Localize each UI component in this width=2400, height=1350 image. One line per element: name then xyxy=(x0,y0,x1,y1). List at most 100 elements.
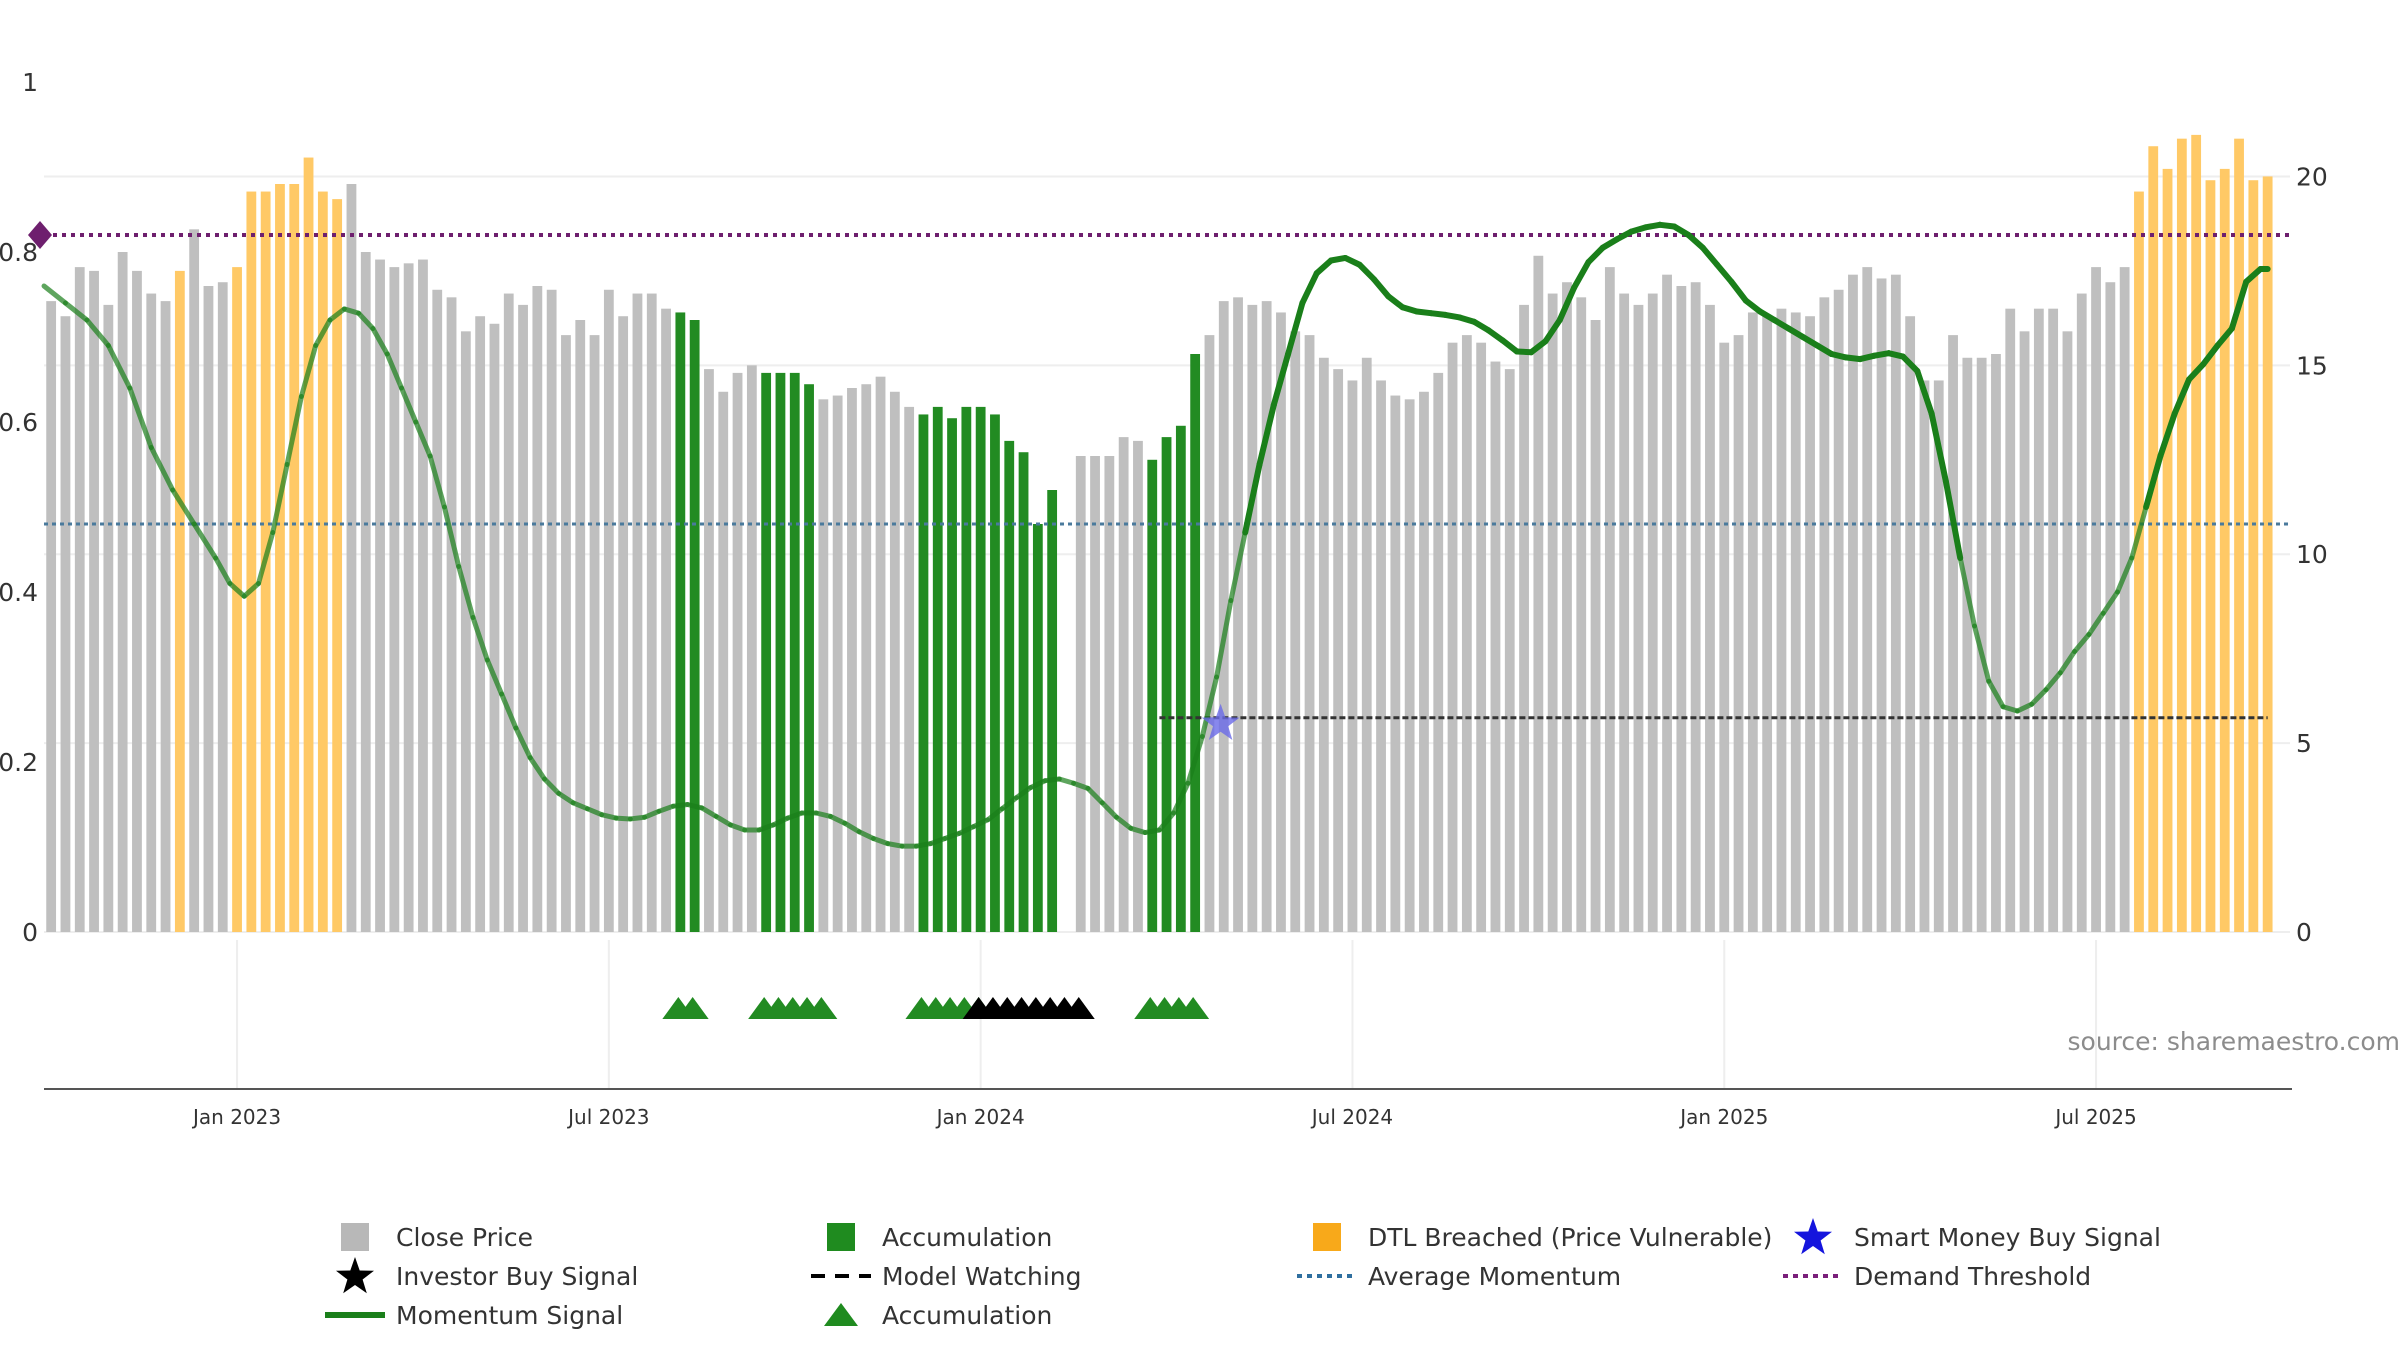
close-price-bar xyxy=(1533,255,1544,932)
dtl-breached-bar xyxy=(2162,168,2173,932)
momentum-segment xyxy=(1499,337,1520,355)
accumulation-bar xyxy=(1190,354,1201,932)
close-price-bar xyxy=(103,304,114,932)
momentum-segment xyxy=(370,326,390,357)
legend-item: Model Watching xyxy=(811,1262,1082,1291)
accumulation-bar xyxy=(932,406,943,932)
close-price-bar xyxy=(1647,293,1658,932)
close-price-bar xyxy=(1705,304,1715,932)
momentum-segment xyxy=(1085,785,1105,806)
momentum-segment xyxy=(2057,649,2078,676)
momentum-segment xyxy=(499,691,519,731)
momentum-segment xyxy=(971,817,991,830)
momentum-segment xyxy=(527,755,547,782)
momentum-segment xyxy=(1585,244,1606,266)
investor-buy-marker xyxy=(1062,997,1095,1019)
close-price-bar xyxy=(1562,282,1572,932)
close-price-bar xyxy=(1619,293,1630,932)
close-price-bar xyxy=(2005,308,2016,933)
reference-lines xyxy=(44,233,2290,720)
momentum-segment xyxy=(2029,687,2049,707)
close-price-bar xyxy=(1762,316,1773,932)
close-price-bar xyxy=(460,331,471,932)
momentum-segment xyxy=(470,615,490,663)
accumulation-bar xyxy=(990,414,1000,932)
legend-label: Close Price xyxy=(396,1223,533,1252)
momentum-segment xyxy=(1571,259,1592,291)
dtl-breached-bar xyxy=(246,191,257,933)
smart-money-buy-star xyxy=(1201,703,1240,740)
close-price-bar xyxy=(1633,304,1644,932)
momentum-segment xyxy=(1228,530,1248,603)
accumulation-bar xyxy=(761,372,772,932)
close-price-bar xyxy=(1247,304,1258,932)
momentum-segment xyxy=(456,564,476,620)
close-price-bar xyxy=(160,301,171,933)
legend-item: Momentum Signal xyxy=(325,1301,623,1330)
accumulation-bar xyxy=(1161,437,1172,932)
close-price-bar xyxy=(1790,312,1801,932)
momentum-segment xyxy=(513,725,533,761)
momentum-segment xyxy=(1714,261,1735,285)
legend-label: Investor Buy Signal xyxy=(396,1262,638,1291)
legend-label: Smart Money Buy Signal xyxy=(1854,1223,2161,1252)
close-price-bar xyxy=(2033,308,2044,933)
close-price-bar xyxy=(1304,335,1315,933)
accumulation-bar xyxy=(1018,452,1029,932)
momentum-segment xyxy=(570,800,590,812)
close-price-bar xyxy=(1805,316,1815,932)
close-price-bar xyxy=(1876,278,1887,932)
momentum-segment xyxy=(2143,453,2164,510)
momentum-segment xyxy=(1214,598,1234,680)
momentum-segment xyxy=(1156,810,1177,833)
dtl-breached-bar xyxy=(2205,180,2216,932)
accumulation-bar xyxy=(804,384,814,932)
close-price-bar xyxy=(1075,456,1086,932)
close-price-bar xyxy=(432,289,443,932)
close-price-bar xyxy=(1390,395,1401,932)
close-price-bar xyxy=(1747,312,1758,932)
legend-item: Accumulation xyxy=(824,1301,1052,1330)
legend-item: Average Momentum xyxy=(1297,1262,1621,1291)
momentum-segment xyxy=(1199,674,1220,739)
accumulation-marker xyxy=(805,997,838,1019)
dtl-breached-bar xyxy=(2176,138,2187,932)
close-price-bar xyxy=(1676,286,1687,932)
close-price-bar xyxy=(403,263,414,932)
close-price-bar xyxy=(1118,437,1129,932)
dtl-breached-bar xyxy=(275,184,285,932)
momentum-segment xyxy=(2043,670,2063,693)
close-price-bar xyxy=(60,316,71,932)
momentum-segment xyxy=(1542,317,1563,345)
close-price-bar xyxy=(117,252,128,932)
legend-swatch xyxy=(336,1257,374,1294)
momentum-segment xyxy=(1285,300,1306,357)
right-tick-label: 5 xyxy=(2296,729,2312,758)
momentum-segment xyxy=(441,504,462,569)
momentum-segment xyxy=(356,310,376,331)
dtl-breached-bar xyxy=(2262,176,2273,932)
close-price-bar xyxy=(2062,331,2073,932)
momentum-signal-series xyxy=(41,221,2271,849)
momentum-segment xyxy=(856,829,876,841)
x-tick-label: Jan 2025 xyxy=(1678,1105,1768,1129)
dtl-breached-bar xyxy=(232,267,242,933)
close-price-bar xyxy=(875,376,886,933)
dtl-breached-bar xyxy=(332,199,343,933)
momentum-segment xyxy=(556,790,576,806)
close-price-bar xyxy=(360,252,371,932)
momentum-segment xyxy=(62,300,90,323)
accumulation-bar xyxy=(775,372,786,932)
close-price-bar xyxy=(575,320,586,932)
close-price-bar xyxy=(732,372,743,932)
close-price-bar xyxy=(1733,335,1744,933)
momentum-segment xyxy=(999,795,1019,812)
momentum-segment xyxy=(727,822,748,833)
legend-swatch xyxy=(824,1303,858,1326)
close-price-bar xyxy=(446,297,457,932)
accumulation-marker xyxy=(1177,997,1210,1019)
momentum-segment xyxy=(399,385,419,425)
legend-label: Accumulation xyxy=(882,1301,1052,1330)
momentum-segment xyxy=(942,830,962,841)
close-price-bar xyxy=(1848,274,1858,933)
